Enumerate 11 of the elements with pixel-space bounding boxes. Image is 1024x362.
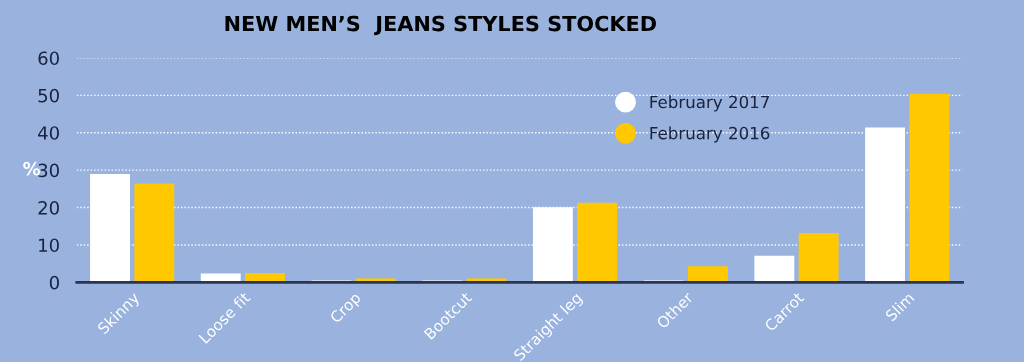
legend-label: February 2016 bbox=[650, 126, 770, 143]
y-tick-label: 40 bbox=[38, 126, 59, 140]
y-tick-label: 20 bbox=[38, 201, 59, 215]
y-tick-label: 0 bbox=[49, 275, 59, 290]
y-axis-title: % bbox=[23, 161, 41, 176]
y-tick-label: 10 bbox=[39, 238, 59, 253]
legend-label: February 2017 bbox=[650, 95, 769, 112]
chart-title: NEW MEN’S JEANS STYLES STOCKED bbox=[225, 15, 656, 36]
y-tick-label: 50 bbox=[38, 88, 59, 103]
y-tick-label: 60 bbox=[38, 51, 59, 66]
y-tick-label: 30 bbox=[38, 163, 59, 178]
